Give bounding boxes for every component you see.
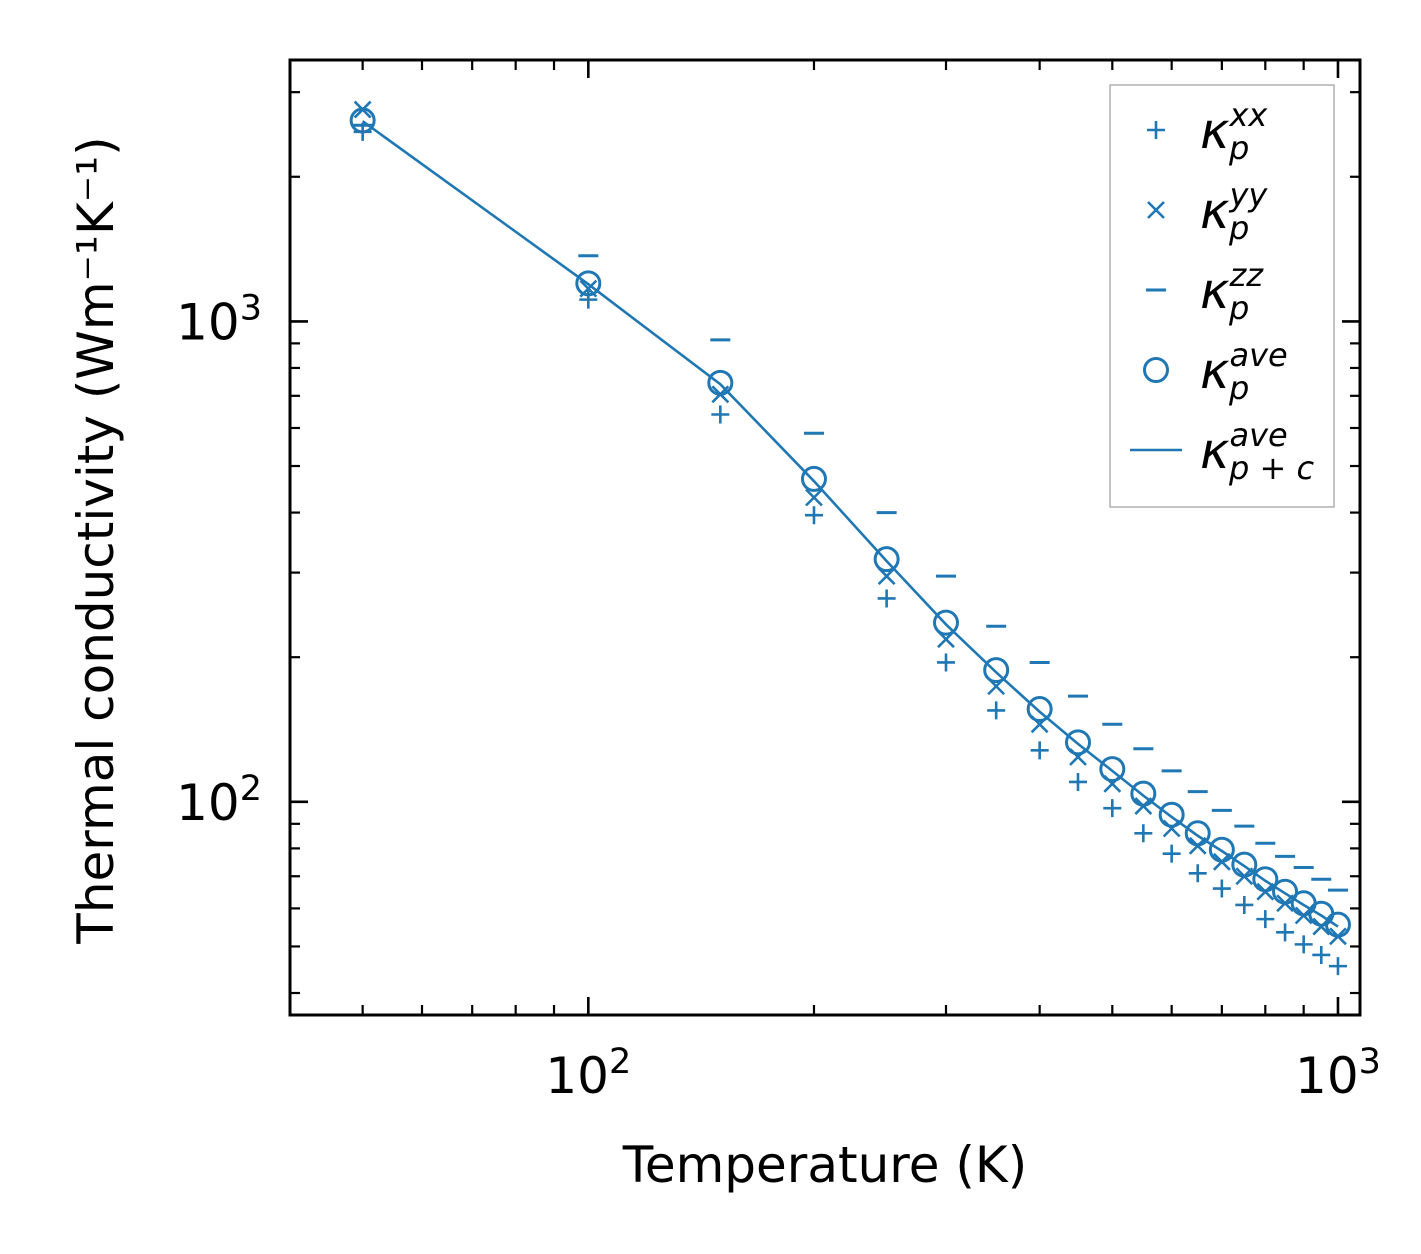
legend-label-subscript: p: [1228, 209, 1249, 247]
data-point: [1328, 957, 1347, 976]
legend-label-subscript: p: [1228, 289, 1249, 327]
legend-label: κave: [1200, 336, 1288, 400]
y-tick-label: 102: [176, 769, 262, 832]
data-point: [1256, 910, 1275, 929]
data-point: [1188, 864, 1207, 883]
data-point: [349, 107, 376, 134]
data-point: [1158, 801, 1185, 828]
y-tick-label: 103: [176, 288, 262, 351]
data-point: [1212, 879, 1231, 898]
x-tick-label: 102: [545, 1042, 631, 1105]
data-point: [1103, 799, 1122, 818]
data-point: [805, 488, 823, 507]
data-point: [575, 270, 602, 297]
axes-frame: [288, 58, 1362, 1017]
data-point: [707, 369, 734, 396]
data-point: [711, 405, 730, 424]
data-point: [1272, 878, 1299, 905]
data-point: [1134, 824, 1153, 843]
plot-area: [349, 100, 1351, 976]
legend-label-subscript: p: [1228, 129, 1249, 167]
x-tick-label: 103: [1295, 1042, 1381, 1105]
legend-label: κzz: [1200, 256, 1264, 320]
data-point: [877, 589, 896, 608]
data-point: [936, 653, 955, 672]
data-point: [1069, 772, 1087, 791]
data-point: [1184, 820, 1211, 847]
data-point: [932, 609, 959, 636]
data-point: [800, 465, 827, 492]
major-ticks: [290, 60, 1360, 1015]
data-point: [1162, 844, 1181, 863]
legend-box: [1109, 84, 1335, 508]
data-point: [1065, 729, 1092, 756]
legend-marker: [1147, 201, 1165, 219]
x-axis-label: Temperature (K): [622, 1136, 1027, 1194]
series-2: [352, 123, 1348, 892]
data-point: [1294, 935, 1313, 954]
data-point: [1324, 911, 1351, 938]
data-point: [1099, 756, 1126, 783]
series-line: [361, 120, 1339, 928]
data-point: [1231, 851, 1258, 878]
data-point: [987, 701, 1006, 720]
series-0: [353, 122, 1347, 976]
data-point: [873, 546, 900, 573]
legend-label-subscript: p: [1228, 369, 1249, 407]
legend-label: κyy: [1200, 176, 1268, 240]
data-point: [1026, 696, 1053, 723]
data-point: [1030, 741, 1049, 760]
data-point: [1130, 780, 1157, 807]
data-point: [1252, 866, 1279, 893]
minor-ticks: [290, 60, 1360, 1015]
data-point: [1235, 895, 1254, 914]
data-point: [1276, 923, 1295, 942]
legend-label: κxx: [1200, 96, 1268, 160]
data-point: [1162, 819, 1181, 838]
data-point: [804, 506, 823, 525]
data-point: [1312, 945, 1331, 964]
series-4: [361, 120, 1339, 928]
data-point: [1290, 890, 1317, 917]
y-axis-label: Thermal conductivity (Wm⁻¹K⁻¹): [67, 136, 125, 944]
data-point: [1208, 836, 1235, 863]
legend-label-subscript: p + c: [1228, 449, 1314, 487]
series-3: [349, 107, 1351, 938]
legend-marker: [1147, 121, 1165, 139]
legend-label: κave: [1200, 416, 1288, 480]
tick-labels: 102 103 102 103: [176, 288, 1381, 1105]
legend-marker: [1143, 357, 1169, 383]
data-point: [983, 657, 1010, 684]
